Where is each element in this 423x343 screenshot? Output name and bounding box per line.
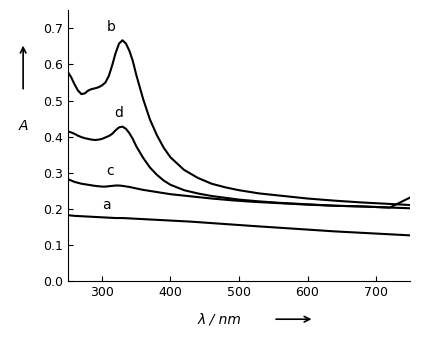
- Text: a: a: [102, 198, 111, 212]
- Text: b: b: [107, 20, 116, 34]
- Text: c: c: [106, 164, 114, 178]
- Text: λ / nm: λ / nm: [198, 312, 242, 326]
- Text: d: d: [115, 106, 124, 120]
- Text: A: A: [18, 119, 28, 133]
